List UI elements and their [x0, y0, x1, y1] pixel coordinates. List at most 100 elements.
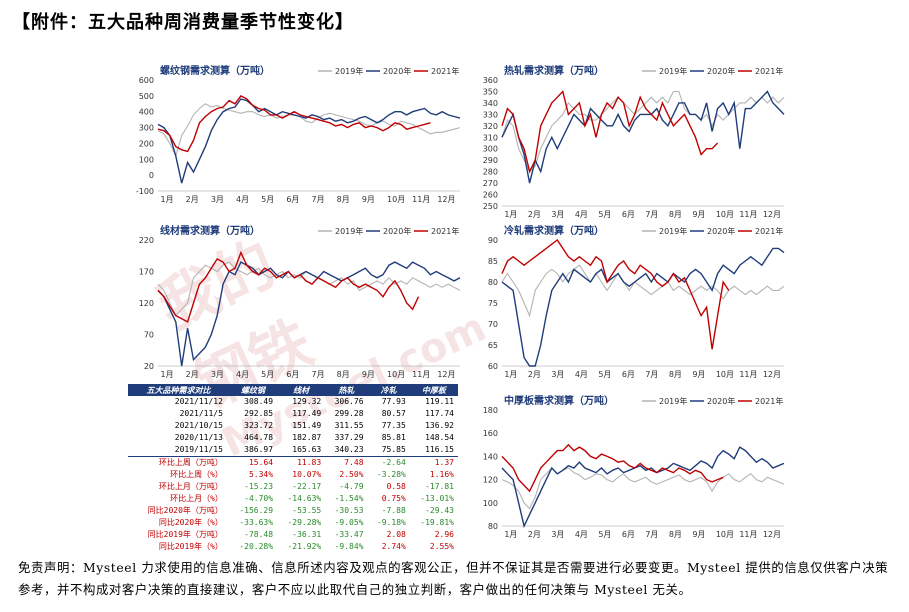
x-tick-label: 3月	[211, 370, 224, 379]
medium-plate-demand-chart: 中厚板需求测算（万吨） 2019年 2020年 2021年 80 100 120 140 160…	[472, 392, 792, 542]
x-tick-label: 2月	[528, 210, 541, 219]
table-cell: 77.93	[381, 397, 406, 406]
y-tick-label: 600	[139, 76, 154, 85]
x-tick-label: 8月	[669, 370, 682, 379]
x-tick-label: 1月	[161, 195, 174, 204]
cold-rolled-demand-chart: 冷轧需求测算（万吨） 2019年 2020年 2021年 60 65 70 75 80 85 90 1…	[472, 222, 792, 382]
series-line-2019年	[157, 103, 461, 158]
series-line-2020年	[501, 247, 785, 367]
x-tick-label: 3月	[551, 210, 564, 219]
table-cell: 337.29	[334, 433, 364, 442]
x-tick-label: 12月	[763, 530, 781, 539]
table-cell: -22.17	[292, 482, 322, 491]
series-line-2019年	[501, 90, 785, 173]
x-tick-label: 6月	[286, 195, 299, 204]
y-tick-label: 200	[139, 139, 154, 148]
chart-title: 螺纹钢需求测算（万吨）	[160, 64, 270, 77]
x-tick-label: 5月	[598, 370, 611, 379]
legend-label: 2021年	[755, 226, 783, 236]
legend-label: 2021年	[755, 66, 783, 76]
table-cell: -53.55	[292, 506, 322, 515]
legend-label: 2020年	[383, 66, 411, 76]
y-tick-label: 180	[483, 406, 498, 415]
legend-label: 2020年	[707, 66, 735, 76]
x-tick-label: 11月	[412, 370, 430, 379]
x-tick-label: 3月	[551, 530, 564, 539]
x-tick-label: 7月	[312, 195, 325, 204]
y-tick-label: 340	[483, 99, 498, 108]
table-cell: -19.81%	[420, 518, 454, 527]
x-tick-label: 2月	[186, 195, 199, 204]
row-label: 环比上周（%）	[170, 470, 223, 479]
series-line-2020年	[501, 90, 785, 184]
table-cell: 136.92	[425, 421, 454, 430]
table-cell: 1.16%	[429, 470, 454, 479]
x-tick-label: 1月	[504, 370, 517, 379]
legend-label: 2019年	[659, 226, 687, 236]
x-tick-label: 11月	[739, 210, 757, 219]
table-cell: 0.75%	[381, 494, 406, 503]
table-header-row: 五大品种需求对比 螺纹钢 线材 热轧 冷轧 中厚板	[128, 384, 458, 396]
legend-label: 2020年	[707, 396, 735, 406]
y-tick-label: 100	[139, 155, 154, 164]
table-cell: -1.54%	[334, 494, 364, 503]
table-header-cell: 冷轧	[367, 384, 410, 396]
table-cell: -7.88	[381, 506, 406, 515]
table-header-cell: 线材	[277, 384, 326, 396]
y-tick-label: 70	[488, 320, 498, 329]
series-line-2021年	[501, 90, 719, 174]
table-row: 2021/11/12 308.49 129.32 306.76 77.93 119.11	[128, 396, 458, 408]
row-label: 2020/11/13	[174, 433, 223, 442]
table-cell: -33.63%	[239, 518, 274, 527]
x-tick-label: 1月	[504, 530, 517, 539]
series-line-2020年	[501, 446, 785, 529]
row-label: 环比上月（%）	[170, 494, 223, 503]
table-cell: -21.92%	[287, 542, 322, 551]
y-tick-label: 60	[488, 362, 498, 371]
x-tick-label: 1月	[504, 210, 517, 219]
y-tick-label: 260	[483, 191, 498, 200]
table-cell: 80.57	[381, 409, 406, 418]
x-tick-label: 2月	[186, 370, 199, 379]
y-tick-label: 300	[483, 145, 498, 154]
table-cell: 151.49	[292, 421, 322, 430]
table-cell: -33.47	[334, 530, 364, 539]
chart-svg: 螺纹钢需求测算（万吨） 2019年 2020年 2021年 -100 0 100 200 300…	[136, 64, 461, 204]
y-tick-label: 0	[149, 171, 154, 180]
table-cell: -9.05%	[334, 518, 364, 527]
x-tick-label: 10月	[387, 195, 405, 204]
x-tick-label: 6月	[622, 530, 635, 539]
legend-label: 2021年	[431, 66, 459, 76]
table-cell: 77.35	[381, 421, 406, 430]
table-cell: 306.76	[334, 397, 364, 406]
y-tick-label: 330	[483, 110, 498, 119]
y-tick-label: 290	[483, 156, 498, 165]
table-cell: -30.53	[334, 506, 364, 515]
table-cell: -2.64	[367, 456, 410, 469]
table-cell: 2.96	[434, 530, 454, 539]
x-tick-label: 5月	[598, 530, 611, 539]
y-tick-label: 310	[483, 133, 498, 142]
x-tick-label: 11月	[739, 530, 757, 539]
table-row: 2021/10/15 323.72 151.49 311.55 77.35 136.92	[128, 420, 458, 432]
x-tick-label: 2月	[528, 370, 541, 379]
row-label: 同比2019年（%）	[158, 542, 223, 551]
x-tick-label: 5月	[598, 210, 611, 219]
table-cell: 11.83	[277, 456, 326, 469]
x-tick-label: 9月	[692, 370, 705, 379]
legend-label: 2021年	[755, 396, 783, 406]
y-tick-label: 80	[488, 278, 498, 287]
table-cell: 129.32	[292, 397, 322, 406]
table-cell: -17.81	[425, 482, 454, 491]
chart-svg: 中厚板需求测算（万吨） 2019年 2020年 2021年 80 100 120 140 160…	[483, 394, 785, 539]
table-cell: -3.28%	[376, 470, 406, 479]
chart-title: 线材需求测算（万吨）	[160, 224, 260, 237]
y-tick-label: 20	[144, 362, 154, 371]
y-tick-label: 140	[483, 452, 498, 461]
chart-svg: 热轧需求测算（万吨） 2019年 2020年 2021年 250 260 270 280 290…	[483, 64, 785, 219]
y-tick-label: 500	[139, 92, 154, 101]
series-line-2021年	[157, 95, 431, 153]
y-tick-label: 80	[488, 522, 498, 531]
x-tick-label: 9月	[692, 530, 705, 539]
row-label: 环比上周（万吨）	[128, 456, 229, 469]
